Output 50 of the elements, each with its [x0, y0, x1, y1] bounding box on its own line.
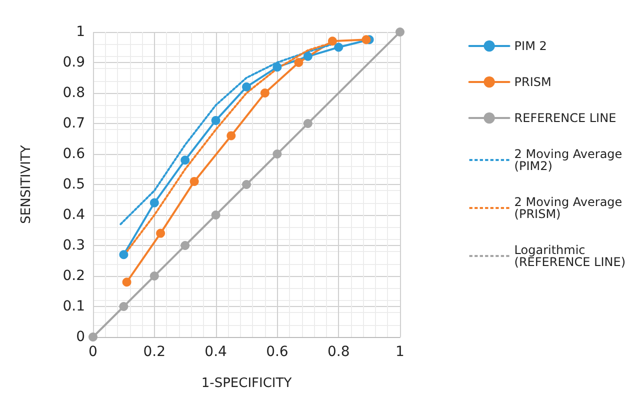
- y-tick-label: 0.8: [62, 85, 85, 101]
- point: [119, 250, 128, 260]
- legend-label: Logarithmic (REFERENCE LINE): [514, 243, 626, 269]
- x-tick-label: 0.8: [327, 344, 350, 360]
- point: [272, 150, 282, 158]
- point: [150, 272, 159, 280]
- x-tick-label: 0: [88, 344, 98, 360]
- y-tick-label: 0.2: [62, 268, 85, 284]
- y-axis-title: SENSITIVITY: [19, 145, 34, 224]
- point: [180, 241, 190, 250]
- legend-label: PRISM: [514, 75, 552, 89]
- point: [190, 176, 199, 186]
- x-axis-title: 1-SPECIFICITY: [201, 376, 292, 391]
- point: [334, 42, 344, 52]
- point: [272, 62, 282, 72]
- y-tick-label: 0: [76, 329, 85, 345]
- point: [88, 332, 98, 342]
- y-tick-label: 0.1: [62, 298, 85, 314]
- y-tick-label: 0.5: [62, 176, 85, 192]
- point: [242, 180, 251, 189]
- point: [180, 156, 190, 165]
- x-tick-label: 0.4: [204, 344, 228, 360]
- legend-label: PIM 2: [514, 39, 547, 53]
- point: [328, 36, 337, 46]
- point: [211, 116, 220, 125]
- point: [303, 119, 312, 128]
- point: [150, 198, 159, 208]
- point: [242, 82, 251, 92]
- y-tick-label: 0.3: [62, 238, 85, 254]
- y-tick-label: 0.4: [62, 207, 86, 223]
- y-tick-label: 0.7: [62, 116, 85, 132]
- point: [294, 58, 304, 67]
- x-tick-label: 0.6: [266, 344, 288, 360]
- point: [303, 52, 312, 61]
- point: [396, 28, 404, 36]
- legend-label: 2 Moving Average (PRISM): [514, 195, 626, 221]
- y-tick-label: 0.6: [62, 146, 86, 162]
- point: [226, 131, 236, 140]
- point: [260, 88, 270, 98]
- point: [122, 278, 132, 287]
- point: [156, 228, 166, 238]
- point: [362, 35, 371, 44]
- legend-label: REFERENCE LINE: [514, 111, 616, 125]
- y-tick-label: 0.9: [62, 54, 85, 70]
- x-tick-label: 0.2: [143, 344, 166, 360]
- point: [119, 302, 128, 311]
- x-tick-label: 1: [396, 344, 404, 360]
- y-tick-label: 1: [76, 24, 85, 40]
- legend-label: 2 Moving Average (PIM2): [514, 147, 626, 173]
- point: [211, 210, 220, 220]
